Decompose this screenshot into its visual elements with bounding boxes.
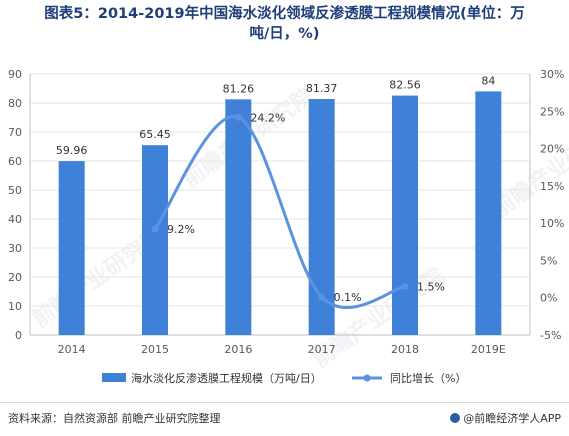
brand-logo-icon xyxy=(450,413,461,423)
brand-credit: @前瞻经济学人APP xyxy=(450,410,561,426)
brand-text: @前瞻经济学人APP xyxy=(463,412,561,425)
y-right-tick-label: 25% xyxy=(540,105,564,118)
bar xyxy=(392,95,418,336)
bar xyxy=(58,161,85,335)
bar xyxy=(475,91,502,336)
chart-title: 图表5：2014-2019年中国海水淡化领域反渗透膜工程规模情况(单位：万 吨/… xyxy=(0,4,569,44)
growth-value-label: 24.2% xyxy=(250,111,285,124)
x-tick-label: 2018 xyxy=(391,343,419,356)
footer-divider xyxy=(0,402,569,403)
growth-value-label: 9.2% xyxy=(167,223,195,236)
growth-point xyxy=(151,225,159,233)
bar-value-label: 81.26 xyxy=(223,82,255,95)
combo-chart: 0 10 20 30 40 50 60 70 80 90 -5% 0% 5% 10% 15% 20% 25% 30… xyxy=(8,68,564,385)
legend-bar-label: 海水淡化反渗透膜工程规模（万吨/日） xyxy=(131,371,322,385)
bar xyxy=(225,99,252,335)
y-right-tick-label: 5% xyxy=(540,254,557,267)
chart-title-line1: 图表5：2014-2019年中国海水淡化领域反渗透膜工程规模情况(单位：万 xyxy=(44,6,525,22)
chart-title-line2: 吨/日，%) xyxy=(249,26,320,42)
legend-bar-swatch xyxy=(102,373,126,382)
y-right-tick-label: -5% xyxy=(540,329,561,342)
source-note: 资料来源：自然资源部 前瞻产业研究院整理 xyxy=(8,412,221,425)
bar xyxy=(142,145,168,335)
bar-value-label: 81.37 xyxy=(306,82,338,95)
y-right-tick-label: 20% xyxy=(540,143,564,156)
y-right-tick-label: 15% xyxy=(540,180,564,193)
bar-value-label: 82.56 xyxy=(389,79,421,92)
growth-value-label: 0.1% xyxy=(334,291,362,304)
y-left-tick-label: 50 xyxy=(8,184,22,197)
y-right-tick-label: 30% xyxy=(540,68,564,81)
y-left-tick-label: 60 xyxy=(8,155,22,168)
growth-line xyxy=(153,115,406,310)
bar-value-label: 84 xyxy=(481,74,495,87)
legend-line-marker xyxy=(363,374,371,382)
growth-value-label: 1.5% xyxy=(417,281,445,294)
y-left-tick-label: 40 xyxy=(8,213,22,226)
growth-point xyxy=(401,283,409,291)
x-tick-label: 2014 xyxy=(58,343,86,356)
y-left-tick-label: 30 xyxy=(8,242,22,255)
y-left-tick-label: 20 xyxy=(8,271,22,284)
y-left-tick-label: 80 xyxy=(8,97,22,110)
legend-line-label: 同比增长（%） xyxy=(390,371,466,385)
bar-value-label: 59.96 xyxy=(56,144,88,157)
x-tick-label: 2016 xyxy=(224,343,252,356)
bar-value-label: 65.45 xyxy=(139,128,171,141)
y-right-tick-label: 10% xyxy=(540,217,564,230)
x-tick-label: 2019E xyxy=(471,343,506,356)
growth-point xyxy=(318,293,326,301)
x-tick-label: 2015 xyxy=(141,343,169,356)
growth-point xyxy=(234,113,242,121)
y-left-tick-label: 70 xyxy=(8,126,22,139)
y-left-tick-label: 0 xyxy=(15,329,22,342)
x-tick-label: 2017 xyxy=(308,343,336,356)
y-left-tick-label: 90 xyxy=(8,68,22,81)
y-left-tick-label: 10 xyxy=(8,300,22,313)
y-right-tick-label: 0% xyxy=(540,292,557,305)
